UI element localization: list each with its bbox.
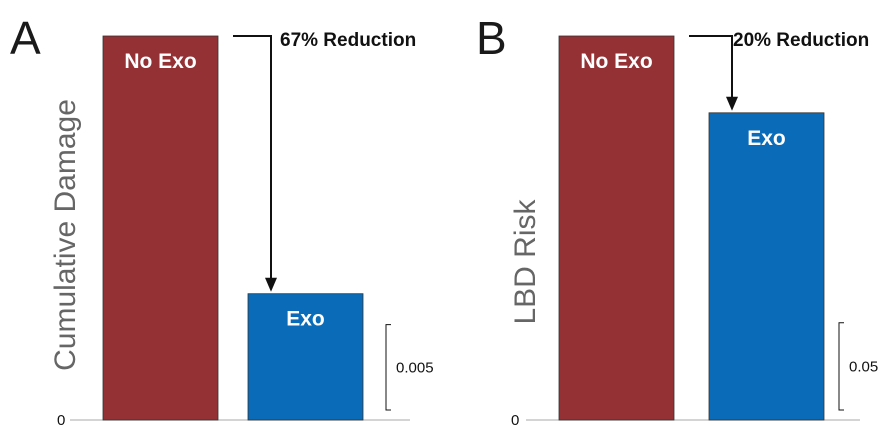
scale-bar [385, 324, 391, 411]
reduction-arrow-line [689, 35, 733, 99]
reduction-annotation: 67% Reduction [280, 30, 416, 51]
y-axis-label: LBD Risk [509, 198, 542, 324]
panel-letter: B [476, 12, 507, 64]
zero-tick-label: 0 [57, 412, 65, 427]
bar-no-exo [102, 35, 219, 421]
panel-a: A Cumulative Damage 0 No Exo Exo 67% Reductio… [10, 12, 434, 427]
panel-b: B LBD Risk 0 No Exo Exo 20% Reduction 0.05 [476, 12, 878, 427]
scale-bar-label: 0.05 [849, 358, 878, 375]
panel-letter: A [10, 12, 41, 64]
reduction-annotation: 20% Reduction [733, 30, 869, 51]
y-axis-label: Cumulative Damage [49, 99, 82, 371]
bar-label-exo: Exo [747, 127, 786, 150]
scale-bar [838, 322, 844, 411]
bar-label-exo: Exo [286, 308, 325, 331]
scale-bar-label: 0.005 [396, 359, 434, 376]
zero-tick-label: 0 [511, 412, 519, 427]
reduction-arrow-head [265, 277, 277, 292]
reduction-arrow-head [726, 96, 738, 111]
bar-no-exo [558, 35, 675, 421]
bar-exo [708, 112, 825, 421]
reduction-arrow-line [233, 35, 272, 280]
bar-label-no-exo: No Exo [580, 50, 652, 73]
bar-label-no-exo: No Exo [124, 50, 196, 73]
bar-exo [247, 293, 364, 421]
